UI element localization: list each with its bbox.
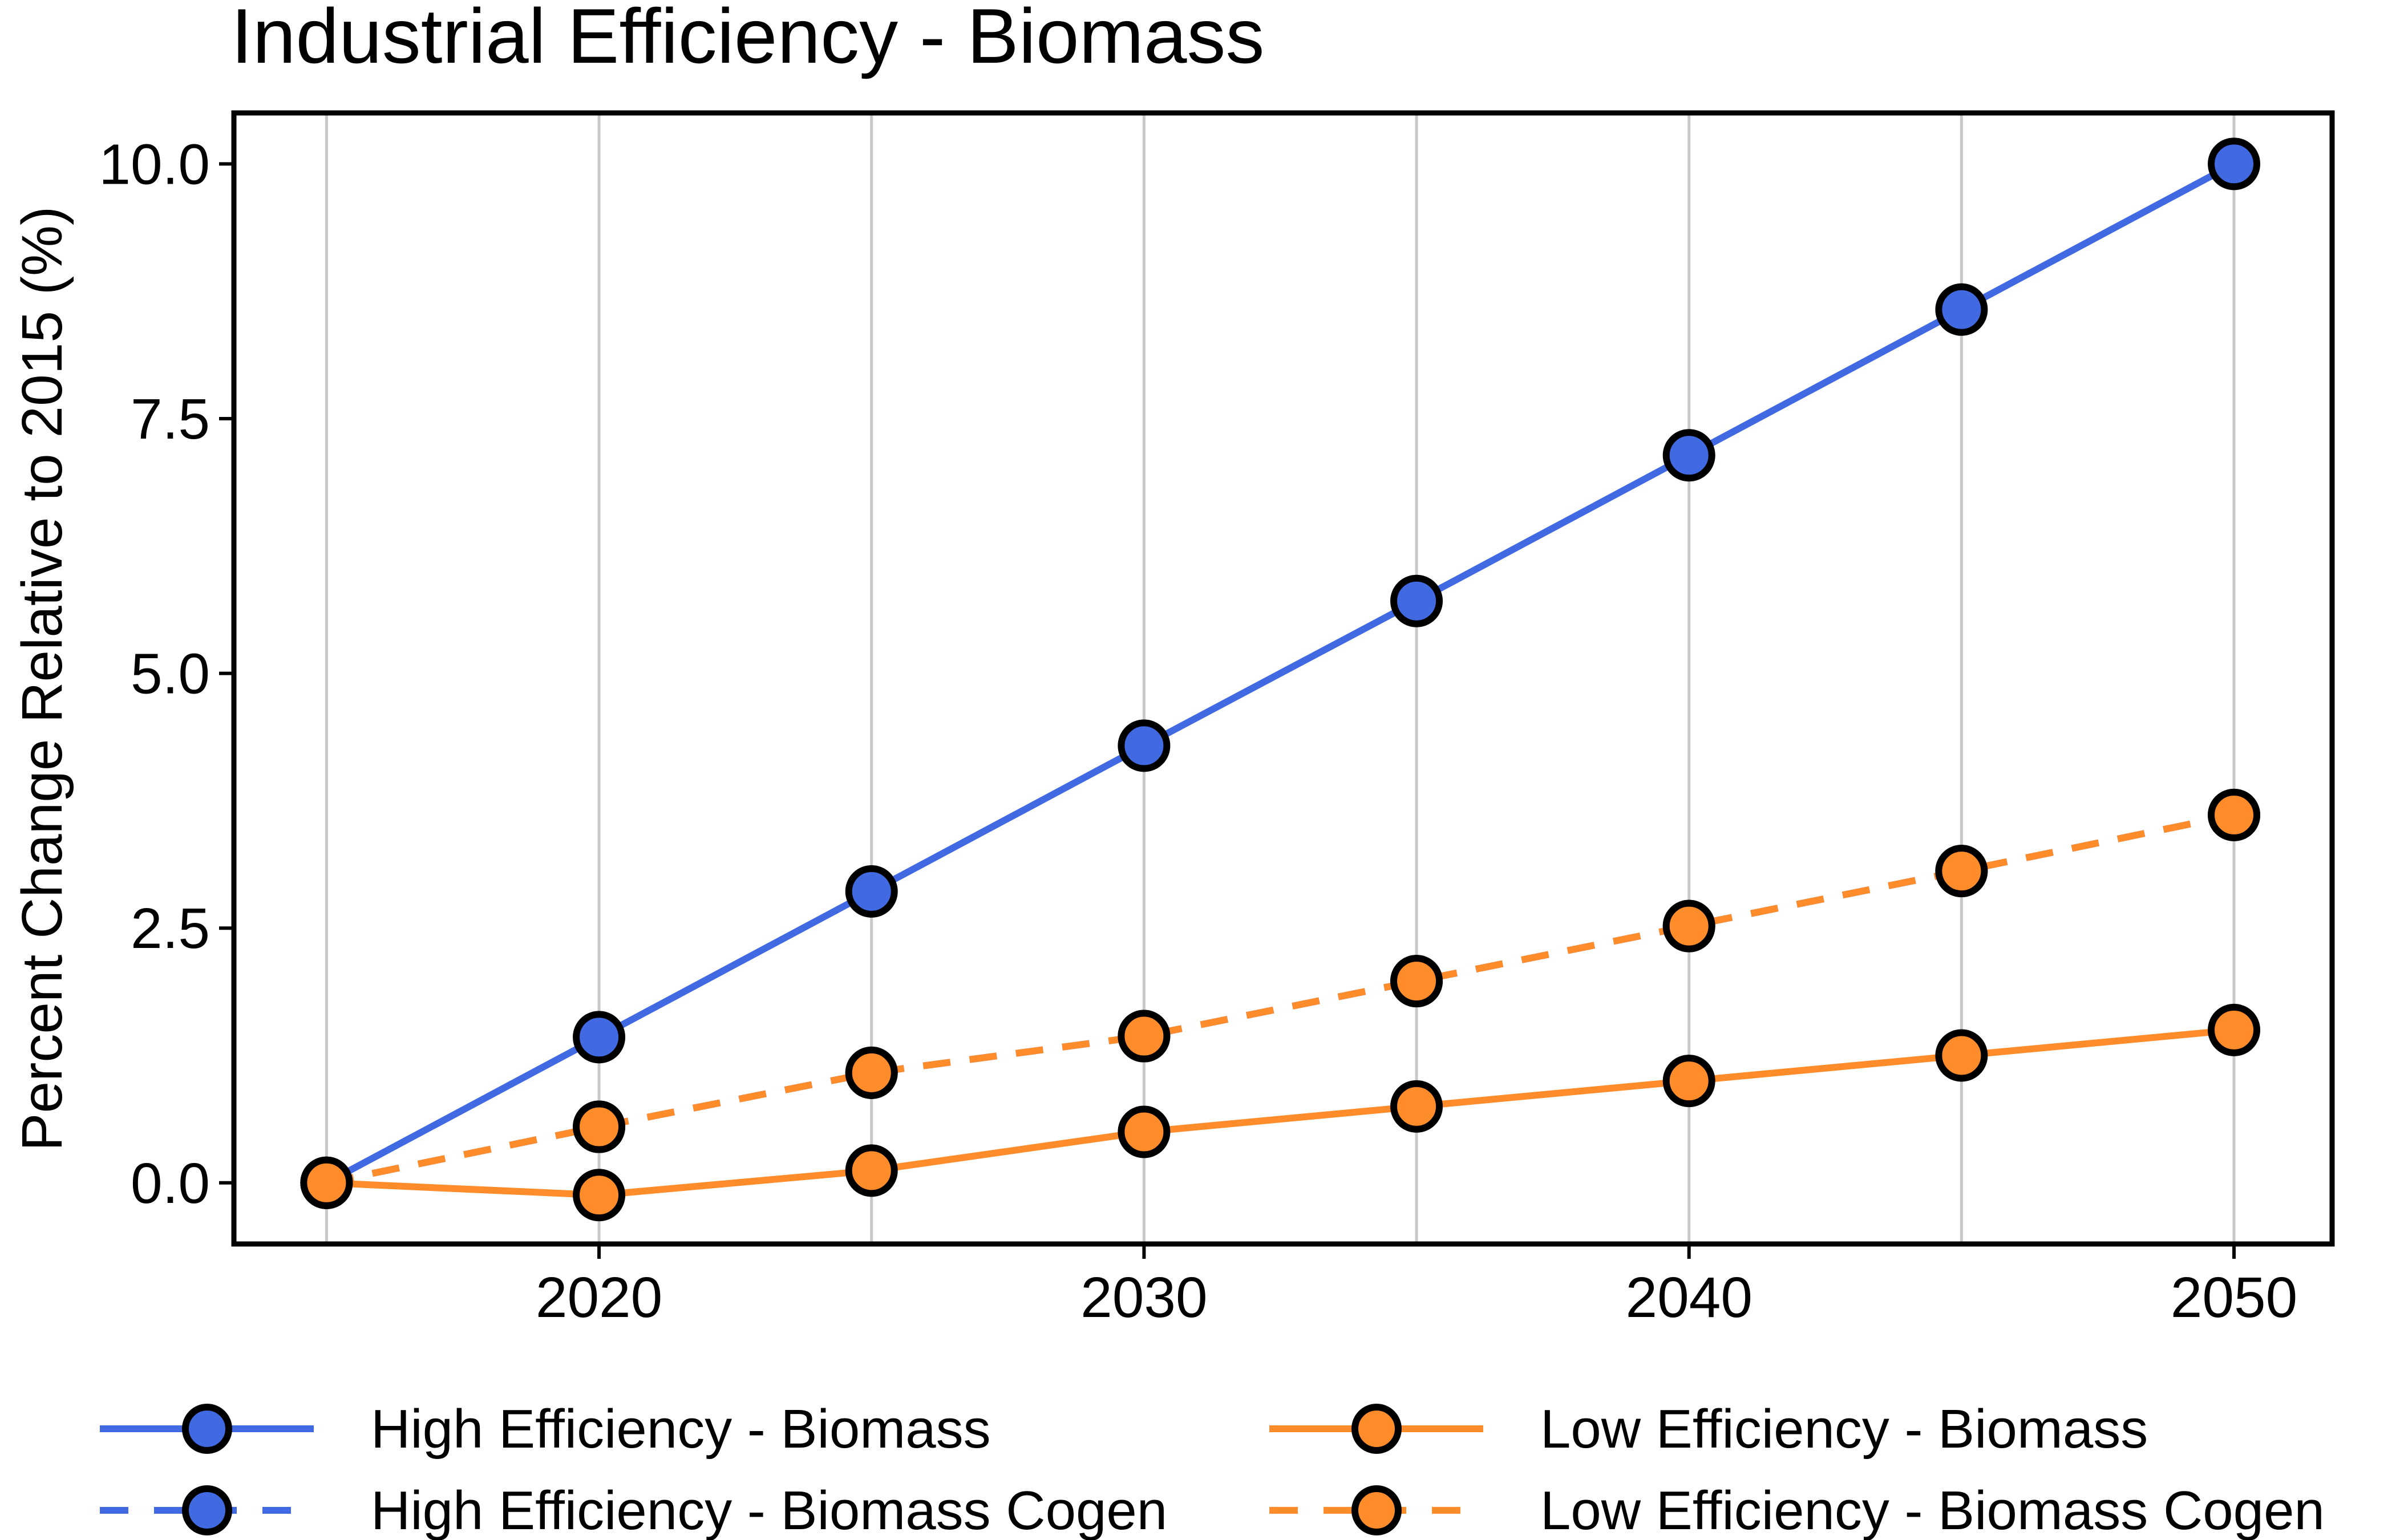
data-point (1935, 283, 1988, 336)
legend-key-marker (182, 1404, 232, 1454)
y-tick-label: 7.5 (131, 387, 210, 451)
plot-frame (231, 110, 2335, 1247)
data-point (1118, 1010, 1171, 1063)
legend: High Efficiency - Biomass High Efficiency… (100, 1399, 2325, 1540)
data-point (2208, 788, 2261, 841)
data-point (845, 1046, 898, 1099)
data-point (1935, 1029, 1988, 1082)
legend-label: High Efficiency - Biomass Cogen (371, 1480, 1167, 1540)
y-axis-title: Percent Change Relative to 2015 (%) (10, 206, 74, 1152)
data-point (1662, 1055, 1715, 1108)
x-tick-label: 2040 (1625, 1266, 1752, 1330)
data-point (573, 1011, 626, 1064)
data-point (1935, 845, 1988, 898)
series-line-0 (325, 161, 2236, 1186)
data-point (573, 1169, 626, 1222)
legend-key-marker (182, 1485, 232, 1535)
data-point (845, 865, 898, 918)
data-point (1390, 1080, 1443, 1133)
data-point (845, 1144, 898, 1197)
x-tick-label: 2030 (1080, 1266, 1207, 1330)
data-point (573, 1100, 626, 1153)
data-point (1390, 955, 1443, 1008)
axes: 0.0 2.5 5.0 7.5 10.0 2020 2030 2040 2050 (99, 132, 2297, 1330)
series-line-2 (326, 1026, 2235, 1199)
legend-label: Low Efficiency - Biomass Cogen (1540, 1480, 2325, 1540)
y-tick-label: 5.0 (131, 642, 210, 706)
y-tick-label: 2.5 (131, 897, 210, 961)
x-tick-label: 2050 (2171, 1266, 2297, 1330)
plot-area (300, 137, 2261, 1222)
legend-key-marker (1351, 1404, 1402, 1454)
data-point (2208, 137, 2261, 191)
legend-key-marker (1351, 1485, 1402, 1535)
legend-label: High Efficiency - Biomass (371, 1399, 991, 1460)
data-point (1118, 719, 1171, 772)
data-point (1390, 574, 1443, 627)
chart-title: Industrial Efficiency - Biomass (231, 0, 1265, 79)
y-tick-label: 0.0 (131, 1152, 210, 1215)
data-point (300, 1156, 353, 1209)
data-point (2208, 1003, 2261, 1056)
data-point (1118, 1105, 1171, 1158)
x-tick-label: 2020 (536, 1266, 662, 1330)
data-point (1662, 899, 1715, 953)
y-tick-label: 10.0 (99, 132, 210, 196)
data-point (1662, 429, 1715, 482)
legend-label: Low Efficiency - Biomass (1540, 1399, 2148, 1460)
